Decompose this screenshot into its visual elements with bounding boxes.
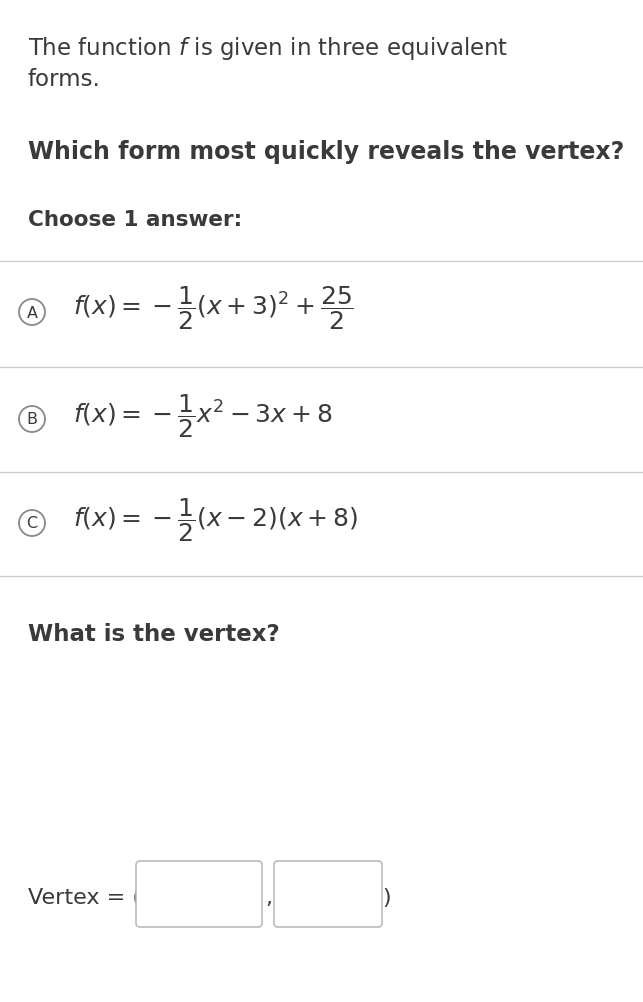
Text: Vertex = (: Vertex = (	[28, 887, 141, 907]
Text: B: B	[26, 412, 37, 427]
Text: ): )	[382, 887, 391, 907]
Text: Choose 1 answer:: Choose 1 answer:	[28, 209, 242, 229]
Text: What is the vertex?: What is the vertex?	[28, 622, 280, 645]
Text: The function $f$ is given in three equivalent: The function $f$ is given in three equiv…	[28, 35, 509, 62]
FancyBboxPatch shape	[274, 861, 382, 927]
Text: A: A	[26, 306, 37, 321]
Text: forms.: forms.	[28, 68, 101, 91]
Text: C: C	[26, 516, 37, 531]
Text: $f(x) = -\dfrac{1}{2}(x-2)(x+8)$: $f(x) = -\dfrac{1}{2}(x-2)(x+8)$	[73, 496, 358, 543]
FancyBboxPatch shape	[136, 861, 262, 927]
Text: Which form most quickly reveals the vertex?: Which form most quickly reveals the vert…	[28, 140, 624, 164]
Text: ,: ,	[265, 887, 272, 907]
Text: $f(x) = -\dfrac{1}{2}x^2 - 3x + 8$: $f(x) = -\dfrac{1}{2}x^2 - 3x + 8$	[73, 392, 332, 440]
Text: $f(x) = -\dfrac{1}{2}(x+3)^2 + \dfrac{25}{2}$: $f(x) = -\dfrac{1}{2}(x+3)^2 + \dfrac{25…	[73, 284, 354, 332]
